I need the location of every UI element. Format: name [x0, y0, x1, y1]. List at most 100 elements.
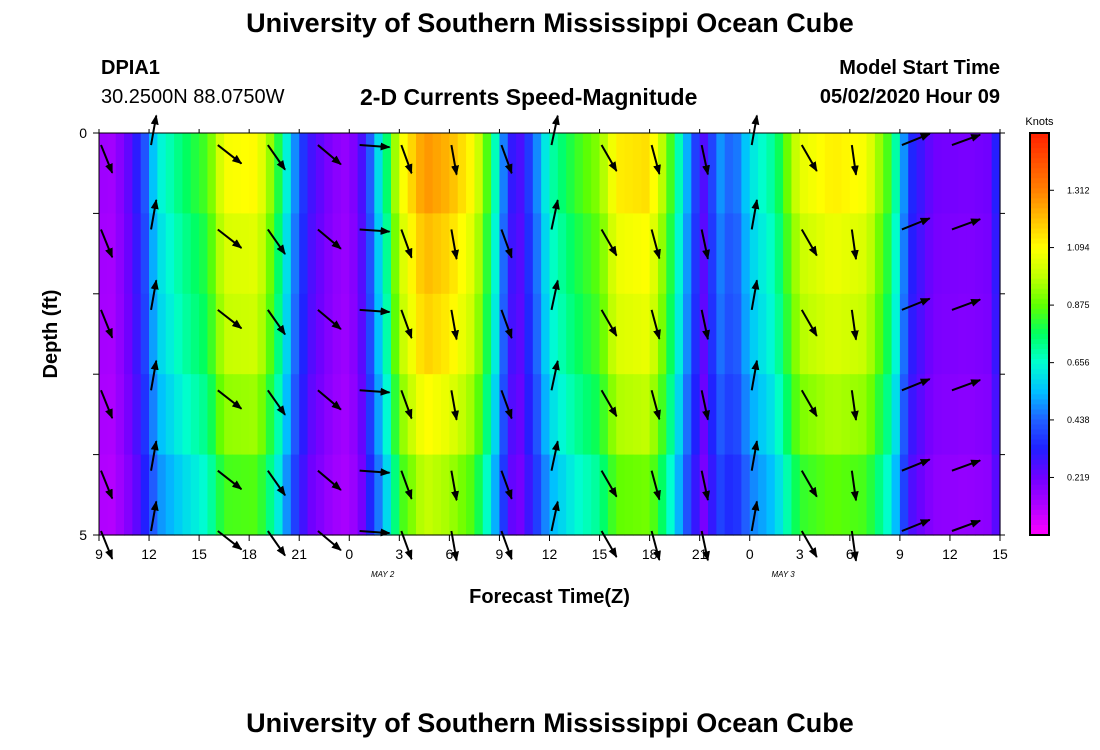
heat-cell	[149, 293, 158, 375]
heat-cell	[307, 293, 317, 375]
heat-cell	[315, 133, 325, 214]
heat-cell	[249, 293, 259, 375]
heat-cell	[833, 374, 843, 456]
heat-cell	[991, 293, 1001, 375]
model-start-label: Model Start Time	[839, 57, 1000, 79]
heat-cell	[799, 374, 809, 456]
date-label: MAY 3	[771, 570, 795, 579]
heat-cell	[349, 133, 359, 214]
heat-cell	[549, 454, 559, 536]
heat-cell	[632, 374, 642, 456]
heat-cell	[240, 293, 250, 375]
heat-cell	[174, 213, 184, 295]
heat-cell	[390, 133, 400, 214]
heat-cell	[741, 454, 751, 536]
current-arrow	[317, 228, 342, 250]
heat-cell	[991, 133, 1001, 214]
current-arrow	[450, 470, 459, 502]
heat-cell	[741, 374, 751, 456]
heat-cell	[974, 454, 984, 536]
heat-cell	[541, 374, 551, 456]
colorbar-segment	[1030, 313, 1049, 320]
heat-cell	[124, 374, 133, 456]
heat-cell	[849, 133, 859, 214]
heat-cell	[165, 213, 175, 295]
colorbar-segment	[1030, 489, 1049, 496]
heat-cell	[549, 213, 559, 295]
current-arrow	[650, 390, 661, 421]
heat-cell	[724, 454, 734, 536]
colorbar-segment	[1030, 414, 1049, 421]
heat-cell	[949, 374, 959, 456]
heat-cell	[115, 133, 125, 214]
heat-cell	[766, 213, 776, 295]
heat-cell	[174, 454, 184, 536]
heat-cell	[457, 374, 467, 456]
heat-cell	[616, 454, 626, 536]
heat-cell	[541, 454, 551, 536]
colorbar-tick-label: 0.438	[1067, 415, 1090, 425]
heat-cell	[708, 133, 717, 214]
heat-cell	[908, 293, 918, 375]
heat-cell	[708, 213, 717, 295]
heat-cell	[382, 213, 392, 295]
current-arrow	[400, 309, 413, 340]
heat-cell	[733, 293, 742, 375]
heat-cell	[390, 293, 400, 375]
colorbar-tick-label: 0.219	[1067, 472, 1090, 482]
heat-cell	[274, 454, 284, 536]
heat-cell	[749, 454, 759, 536]
current-arrow	[901, 132, 931, 146]
heat-cell	[824, 374, 834, 456]
heat-cell	[390, 454, 400, 536]
heat-cell	[599, 374, 609, 456]
heat-cell	[916, 213, 926, 295]
colorbar-segment	[1030, 389, 1049, 395]
heat-cell	[624, 213, 634, 295]
current-arrow	[700, 309, 710, 341]
heat-cell	[874, 454, 884, 536]
colorbar-segment	[1030, 168, 1049, 174]
current-arrow	[650, 144, 661, 176]
heat-cell	[866, 374, 876, 456]
heat-cell	[499, 374, 509, 456]
heat-cell	[340, 293, 350, 375]
heat-cell	[365, 454, 375, 536]
heat-cell	[708, 454, 717, 536]
colorbar-unit: Knots	[1025, 116, 1054, 128]
heat-cell	[449, 374, 459, 456]
heat-cell	[224, 374, 234, 456]
heat-cell	[899, 293, 909, 375]
heat-cell	[958, 213, 968, 295]
colorbar-segment	[1030, 339, 1049, 345]
heat-cell	[891, 213, 901, 295]
heat-cell	[182, 374, 192, 456]
heat-cell	[858, 213, 868, 295]
heat-cell	[182, 213, 192, 295]
heat-cell	[991, 213, 1001, 295]
heat-cell	[324, 133, 334, 214]
heat-cell	[966, 374, 976, 456]
heat-cell	[349, 374, 359, 456]
heat-cell	[874, 374, 884, 456]
heat-cell	[858, 293, 868, 375]
heat-cell	[791, 133, 801, 214]
heat-cell	[708, 374, 717, 456]
heat-cell	[666, 293, 676, 375]
current-arrow	[359, 142, 391, 151]
heat-cell	[949, 454, 959, 536]
heat-cell	[974, 374, 984, 456]
heat-cell	[482, 213, 492, 295]
current-arrow	[800, 228, 818, 257]
heat-cell	[974, 133, 984, 214]
heat-cell	[432, 293, 442, 375]
heat-cell	[724, 133, 734, 214]
heat-cell	[582, 454, 592, 536]
current-arrow	[400, 229, 413, 259]
heat-cell	[416, 213, 425, 295]
heat-cell	[657, 374, 667, 456]
heat-cell	[124, 293, 133, 375]
current-arrow	[951, 519, 982, 532]
heat-cell	[666, 213, 676, 295]
heat-cell	[340, 374, 350, 456]
